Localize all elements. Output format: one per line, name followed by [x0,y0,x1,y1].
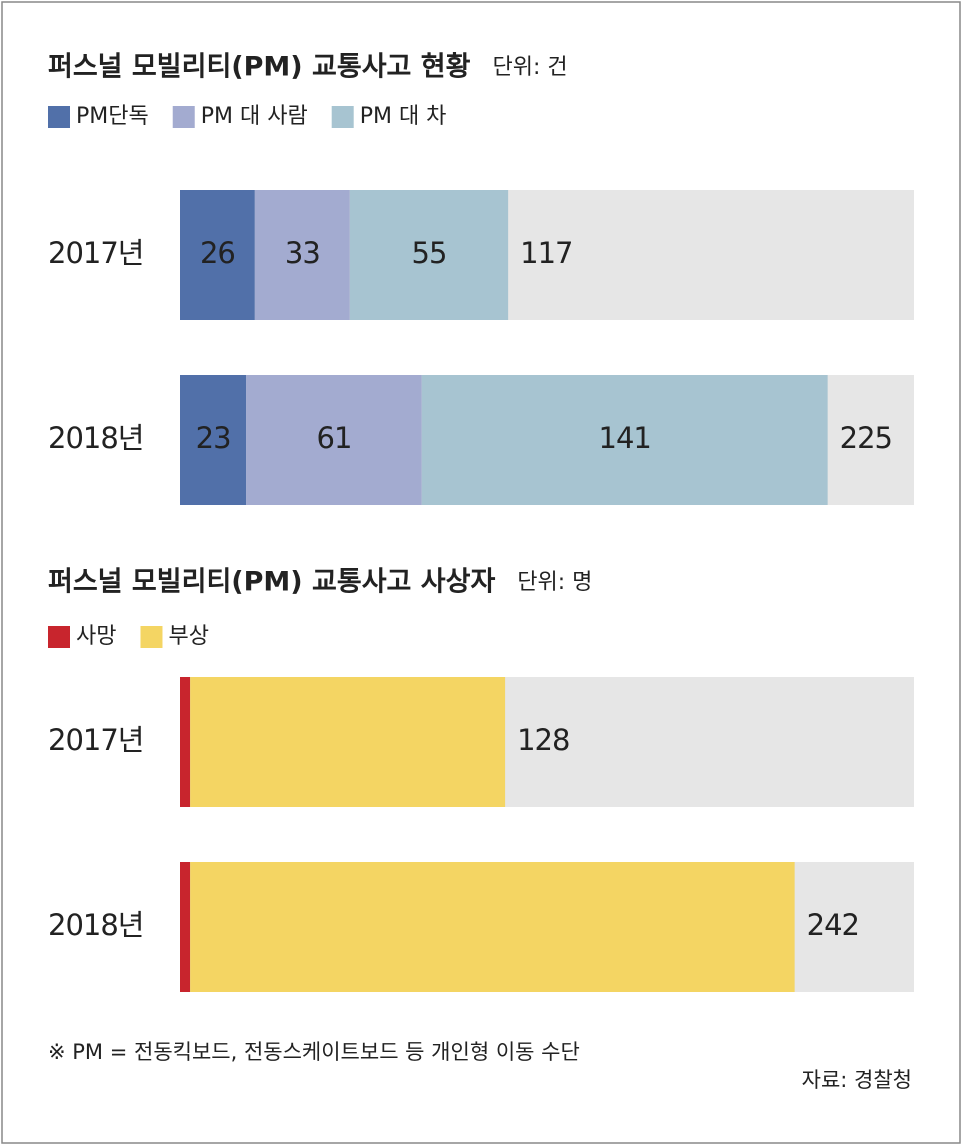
bar-segment [421,375,828,505]
value-label: 26 [200,236,235,270]
total-label: 242 [807,908,859,942]
bar-segment [180,375,247,505]
bar-segment [246,375,422,505]
total-label: 117 [520,236,572,270]
bar-segment [349,190,509,320]
category-label: 2017년 [48,723,143,757]
unit-label: 단위: 명 [517,570,592,595]
bar-segment [190,677,506,807]
value-label: 23 [196,421,231,455]
footnote: ※ PM = 전동킥보드, 전동스케이트보드 등 개인형 이동 수단 [48,1040,580,1064]
value-label: 33 [285,236,320,270]
legend-label: 사망 [76,624,116,649]
legend-swatch [48,106,70,128]
legend-label: 부상 [168,624,208,649]
category-label: 2018년 [48,421,143,455]
value-label: 141 [599,421,651,455]
value-label: 61 [317,421,352,455]
total-label: 225 [840,421,892,455]
category-label: 2018년 [48,908,143,942]
legend-swatch [172,106,195,128]
legend-label: PM 대 차 [360,104,447,129]
legend-swatch [140,626,163,648]
bar-segment [180,677,191,807]
chart-title: 퍼스널 모빌리티(PM) 교통사고 사상자 [48,567,495,598]
legend-label: PM 대 사람 [201,104,308,129]
bar-segment [190,862,795,992]
bar-segment [180,190,255,320]
bar-segment [254,190,350,320]
bar-segment [180,862,191,992]
chart-title: 퍼스널 모빌리티(PM) 교통사고 현황 [48,52,471,83]
legend-swatch [331,106,354,128]
source: 자료: 경찰청 [802,1068,912,1092]
unit-label: 단위: 건 [492,55,567,80]
legend-label: PM단독 [76,104,149,129]
legend-swatch [48,626,70,648]
category-label: 2017년 [48,236,143,270]
value-label: 55 [412,236,447,270]
total-label: 128 [517,723,569,757]
